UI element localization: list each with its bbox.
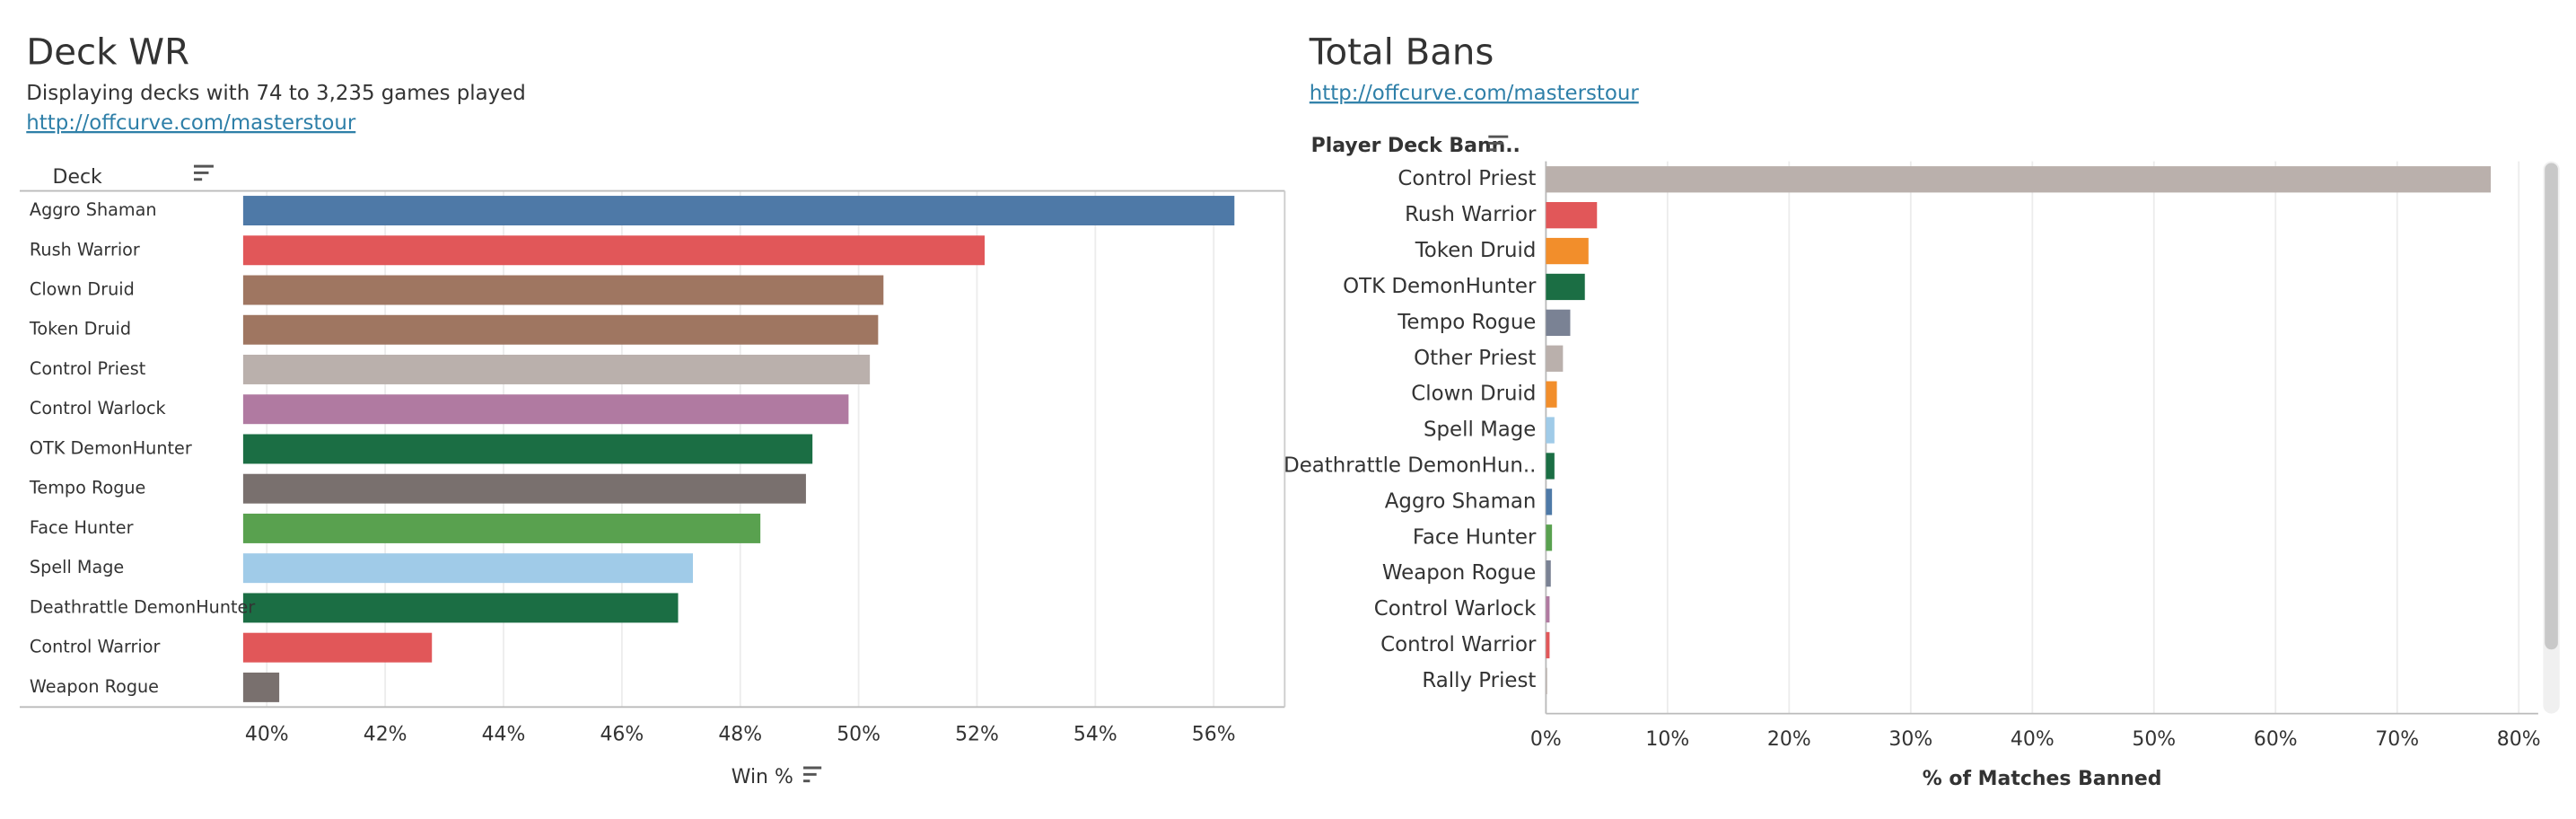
x-tick-label: 10% — [1645, 728, 1689, 751]
category-label: Clown Druid — [30, 279, 135, 300]
bar — [242, 632, 433, 663]
bar — [242, 434, 813, 464]
bar — [242, 593, 679, 623]
bar — [242, 513, 761, 543]
bar — [1546, 489, 1553, 515]
x-tick-label: 50% — [2132, 728, 2176, 751]
x-tick-label: 54% — [1073, 723, 1117, 745]
category-label: Token Druid — [1415, 239, 1537, 262]
category-label: Other Priest — [1414, 347, 1536, 370]
scrollbar-thumb[interactable] — [2545, 163, 2558, 650]
category-label: Control Warrior — [1380, 633, 1537, 656]
bar — [1546, 202, 1598, 229]
x-tick-label: 60% — [2254, 728, 2298, 751]
x-tick-label: 70% — [2375, 728, 2419, 751]
category-label: Spell Mage — [30, 557, 124, 577]
category-label: OTK DemonHunter — [30, 437, 192, 458]
bar — [242, 196, 1235, 225]
x-tick-label: 40% — [2011, 728, 2055, 751]
sort-icon[interactable] — [803, 766, 822, 783]
x-tick-label: 80% — [2497, 728, 2541, 751]
category-label: Deathrattle DemonHunter — [30, 596, 255, 617]
x-axis-title: Win % — [732, 766, 793, 788]
category-label: Rush Warrior — [30, 239, 140, 260]
bar — [1546, 453, 1555, 480]
bar — [242, 553, 693, 584]
bar — [242, 672, 280, 702]
y-axis-header: Player Deck Bann.. — [1311, 135, 1520, 157]
bar — [242, 473, 806, 504]
category-label: Token Druid — [29, 319, 131, 339]
x-tick-label: 40% — [245, 723, 289, 745]
category-label: Control Warrior — [30, 637, 161, 657]
category-label: Deathrattle DemonHun.. — [1284, 454, 1536, 477]
category-label: Aggro Shaman — [1385, 489, 1537, 513]
bar — [1546, 345, 1564, 372]
x-tick-label: 48% — [718, 723, 762, 745]
x-tick-label: 50% — [837, 723, 881, 745]
category-label: Control Priest — [30, 358, 146, 379]
bar — [1546, 631, 1550, 659]
bar — [1546, 309, 1571, 336]
source-link[interactable]: http://offcurve.com/masterstour — [26, 111, 356, 135]
bar — [1546, 273, 1585, 301]
category-label: Tempo Rogue — [1397, 311, 1536, 334]
bar — [242, 394, 849, 425]
x-tick-label: 20% — [1767, 728, 1811, 751]
category-label: OTK DemonHunter — [1343, 275, 1537, 298]
bar — [1546, 560, 1551, 587]
chart-title: Deck WR — [26, 32, 189, 74]
category-label: Spell Mage — [1424, 418, 1536, 442]
category-label: Clown Druid — [1411, 383, 1536, 406]
x-tick-label: 44% — [482, 723, 526, 745]
category-label: Control Warlock — [1374, 597, 1537, 621]
category-label: Control Priest — [1398, 167, 1536, 190]
x-tick-label: 30% — [1888, 728, 1932, 751]
bar — [242, 314, 879, 345]
bar — [242, 235, 986, 266]
category-label: Rush Warrior — [1405, 203, 1537, 226]
x-tick-label: 42% — [364, 723, 407, 745]
bar — [1546, 524, 1553, 551]
x-tick-label: 46% — [600, 723, 644, 745]
category-label: Face Hunter — [1413, 525, 1537, 549]
category-label: Aggro Shaman — [30, 199, 157, 220]
category-label: Face Hunter — [30, 517, 134, 538]
x-tick-label: 56% — [1192, 723, 1236, 745]
chart-title: Total Bans — [1309, 32, 1494, 74]
bar — [242, 355, 871, 384]
chart-subtitle: Displaying decks with 74 to 3,235 games … — [26, 82, 525, 105]
sort-icon[interactable] — [193, 164, 214, 181]
bar — [242, 275, 884, 305]
x-tick-label: 0% — [1530, 728, 1562, 751]
category-label: Control Warlock — [30, 398, 167, 418]
x-axis-title: % of Matches Banned — [1923, 768, 2162, 790]
sort-icon[interactable] — [1488, 135, 1509, 152]
bar — [1546, 417, 1555, 444]
source-link[interactable]: http://offcurve.com/masterstour — [1310, 82, 1640, 105]
y-axis-header: Deck — [53, 166, 102, 189]
category-label: Rally Priest — [1422, 669, 1536, 692]
bar — [1546, 166, 2492, 193]
x-tick-label: 52% — [955, 723, 999, 745]
category-label: Tempo Rogue — [29, 478, 145, 498]
category-label: Weapon Rogue — [30, 676, 159, 697]
bar — [1546, 381, 1557, 408]
category-label: Weapon Rogue — [1382, 561, 1537, 585]
bar — [1546, 237, 1589, 265]
bar — [1546, 595, 1550, 623]
